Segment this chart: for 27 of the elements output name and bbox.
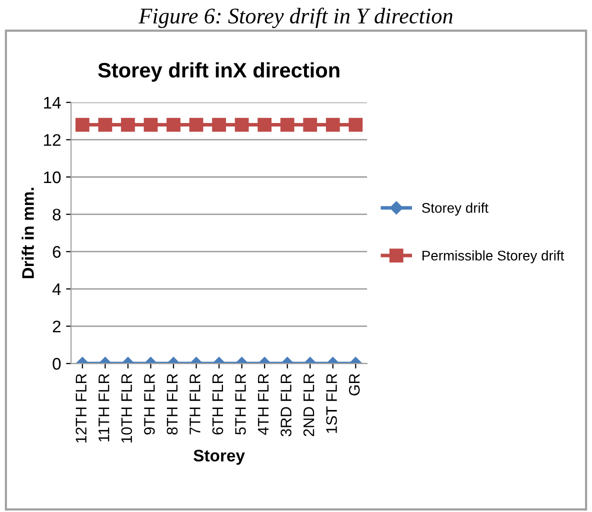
- x-tick-label: 6TH FLR: [212, 374, 224, 434]
- x-tick-label: 5TH FLR: [235, 374, 246, 435]
- legend-label: Permissible Storey drift: [422, 250, 564, 264]
- x-tick-label: GR: [348, 374, 360, 396]
- x-tick-label: 12TH FLR: [76, 374, 86, 443]
- x-tick-label: 9TH FLR: [144, 374, 155, 434]
- legend-label: Storey drift: [422, 202, 488, 216]
- y-tick-label: 14: [44, 96, 61, 108]
- x-tick-label: 3RD FLR: [280, 374, 292, 436]
- chart-title: Storey drift inX direction: [98, 62, 340, 82]
- y-tick-label: 6: [52, 246, 61, 258]
- x-tick-label: 4TH FLR: [258, 374, 269, 435]
- x-tick-label: 8TH FLR: [166, 374, 178, 435]
- y-tick-label: 12: [44, 134, 60, 146]
- y-tick-label: 10: [44, 171, 61, 184]
- x-tick-label: 2ND FLR: [303, 374, 314, 436]
- x-tick-label: 7TH FLR: [190, 374, 200, 434]
- y-tick-label: 2: [52, 320, 60, 332]
- x-tick-label: 1ST FLR: [326, 374, 337, 433]
- y-tick-label: 0: [52, 358, 61, 370]
- y-axis-title: Drift in mm.: [22, 188, 34, 278]
- x-axis-title: Storey: [194, 450, 245, 465]
- y-tick-label: 8: [52, 208, 61, 221]
- caption: Figure 6: Storey drift in Y direction: [138, 8, 452, 28]
- y-tick-label: 4: [52, 283, 61, 295]
- x-tick-label: 11TH FLR: [98, 374, 110, 442]
- x-tick-label: 10TH FLR: [121, 374, 132, 443]
